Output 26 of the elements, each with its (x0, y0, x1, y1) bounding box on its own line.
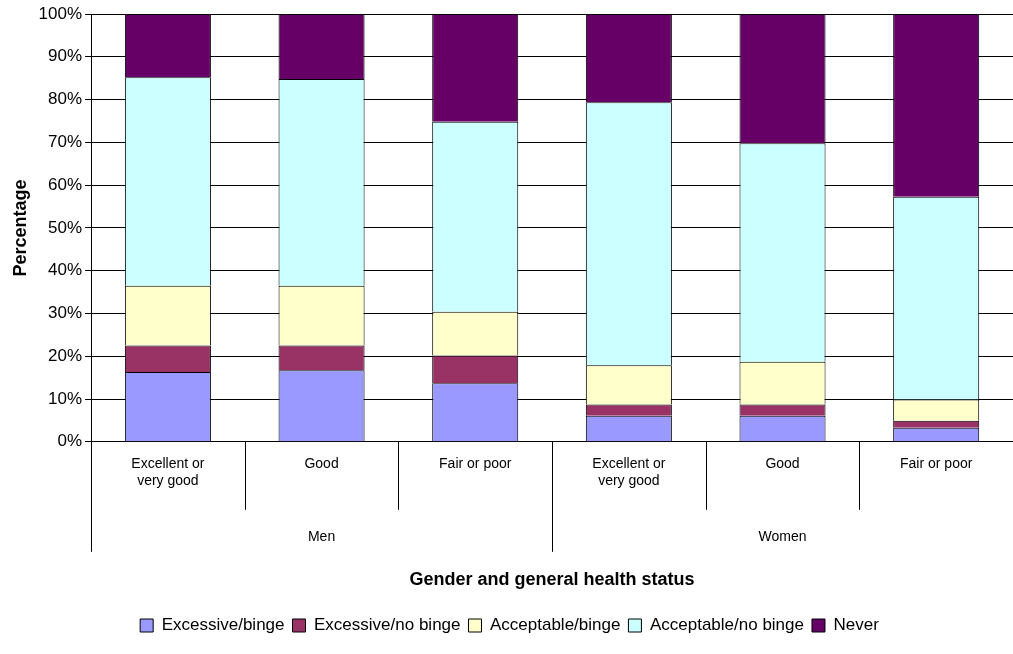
y-tick-label: 70% (48, 132, 83, 152)
y-tick-label: 100% (38, 3, 83, 23)
y-tick-label: 30% (48, 303, 83, 323)
y-tick-label: 90% (48, 46, 83, 66)
y-tick-label: 50% (48, 217, 83, 237)
y-tick-label: 20% (48, 345, 83, 365)
x-tick-label: Excellent or very good (131, 455, 205, 488)
x-tick-label: Good (765, 455, 800, 472)
legend-label: Excessive/binge (161, 615, 285, 635)
x-tick-label: Excellent or very good (592, 455, 666, 488)
x-tick-label: Good (304, 455, 339, 472)
legend-label: Excessive/no binge (314, 615, 461, 635)
legend-label: Never (833, 615, 880, 635)
y-tick-label: 60% (48, 174, 83, 194)
y-tick-label: 40% (48, 260, 83, 280)
text: Women (758, 527, 807, 544)
legend-label: Acceptable/binge (489, 615, 621, 635)
x-axis-title: Gender and general health status (409, 569, 695, 590)
x-tick-label: Fair or poor (899, 455, 973, 472)
y-tick-label: 10% (48, 388, 83, 408)
y-tick-label: 80% (48, 89, 83, 109)
y-tick-label: 0% (57, 431, 83, 451)
x-tick-label: Fair or poor (439, 455, 512, 472)
text: Men (307, 527, 336, 544)
legend-label: Acceptable/no binge (649, 615, 804, 635)
y-axis-title: Percentage (9, 179, 30, 277)
